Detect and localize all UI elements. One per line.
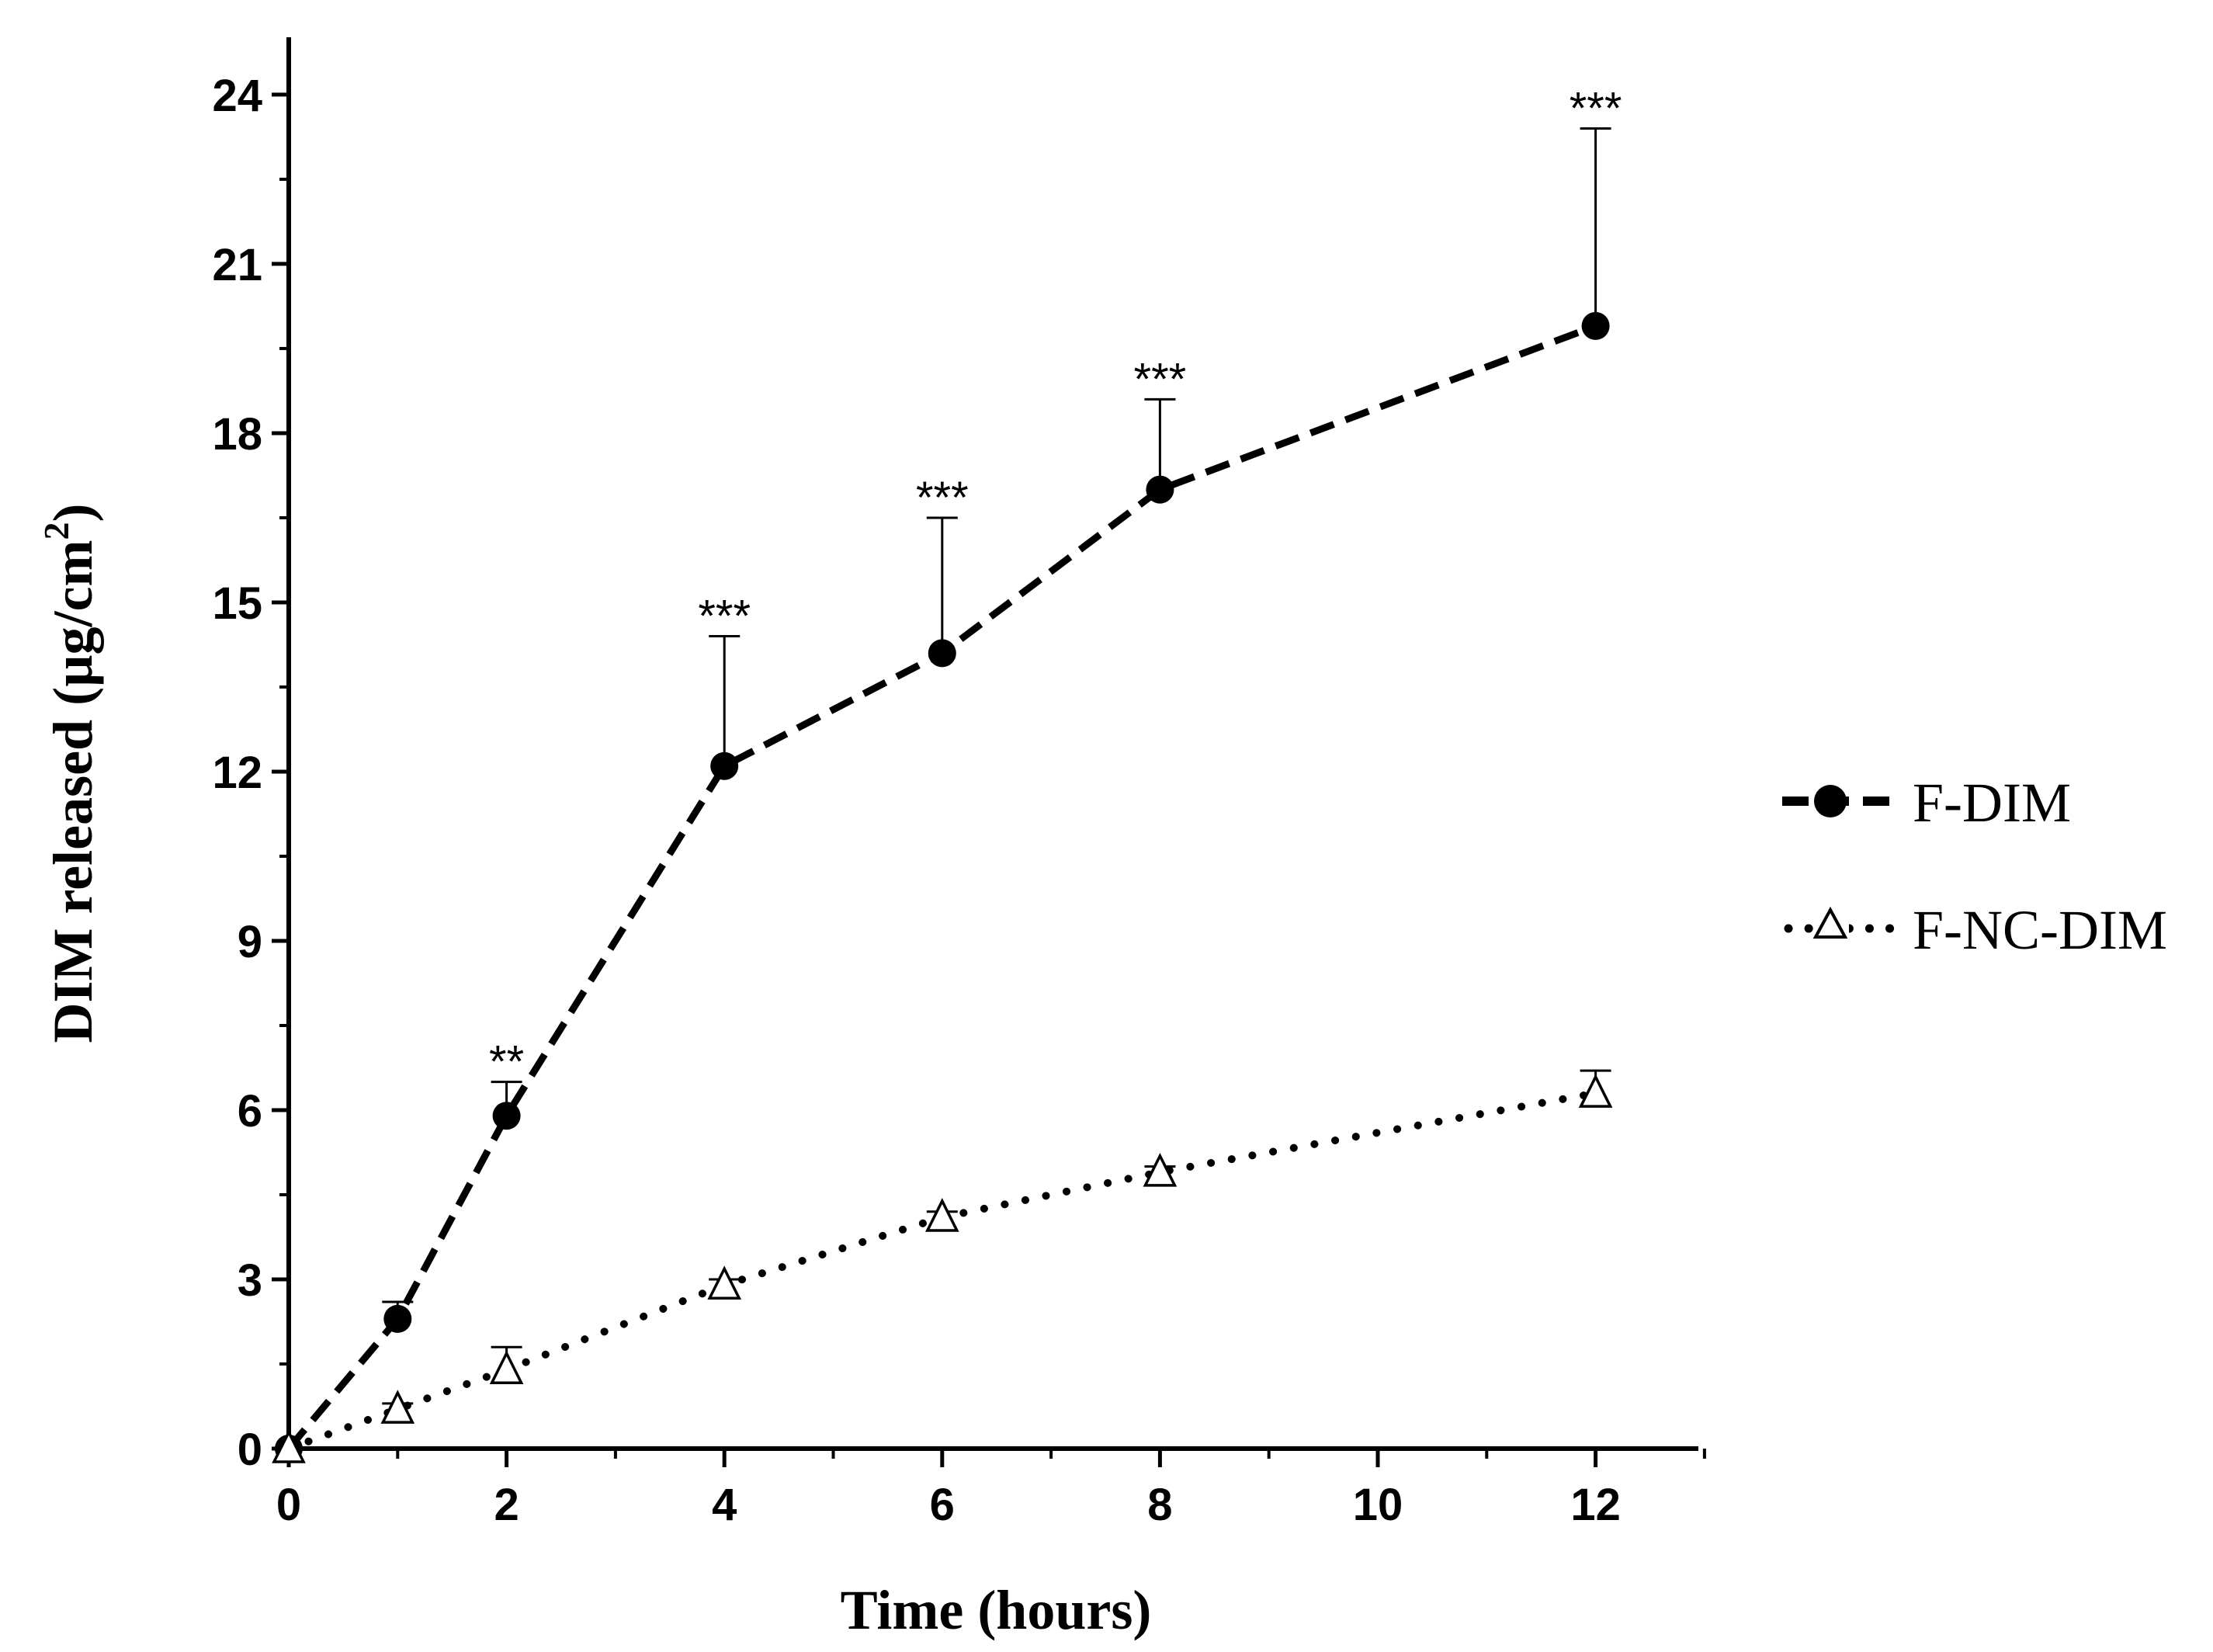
x-axis-title: Time (hours) bbox=[841, 1579, 1152, 1641]
data-point-f-nc-dim bbox=[1578, 1074, 1613, 1108]
y-tick-label: 0 bbox=[238, 1425, 262, 1475]
x-tick-label: 12 bbox=[1570, 1480, 1621, 1530]
y-tick-label: 21 bbox=[212, 240, 262, 290]
data-point-f-dim bbox=[928, 639, 956, 668]
y-tick-label: 18 bbox=[212, 409, 262, 460]
y-axis-title-main: DIM released (µg/cm bbox=[42, 540, 104, 1043]
data-point-f-nc-dim bbox=[707, 1265, 742, 1300]
y-tick-label: 9 bbox=[238, 917, 262, 967]
legend-item-f-nc-dim: F-NC-DIM bbox=[1784, 899, 2167, 961]
data-point-f-nc-dim bbox=[380, 1390, 415, 1424]
y-axis-title-close: ) bbox=[42, 504, 104, 522]
x-tick-label: 6 bbox=[930, 1480, 955, 1530]
data-point-f-nc-dim bbox=[1143, 1153, 1178, 1187]
series-layer: ************** bbox=[272, 84, 1622, 1463]
legend-item-f-dim: F-DIM bbox=[1782, 772, 2071, 834]
data-point-f-dim bbox=[710, 751, 739, 780]
x-tick-label: 0 bbox=[276, 1480, 301, 1530]
series-f-nc-dim bbox=[272, 1069, 1613, 1463]
data-point-f-dim bbox=[1146, 475, 1174, 504]
y-axis-title-superscript: 2 bbox=[36, 522, 76, 540]
legend-label-f-nc-dim: F-NC-DIM bbox=[1913, 899, 2167, 961]
legend: F-DIM F-NC-DIM bbox=[1782, 772, 2167, 961]
axes bbox=[286, 37, 1698, 1451]
significance-label: *** bbox=[1134, 354, 1187, 404]
significance-label: ** bbox=[489, 1037, 524, 1088]
legend-marker-f-dim bbox=[1814, 785, 1847, 817]
data-point-f-nc-dim bbox=[924, 1198, 959, 1232]
y-axis-title: DIM released (µg/cm2) bbox=[36, 504, 104, 1043]
x-tick-label: 2 bbox=[494, 1480, 519, 1530]
y-tick-label: 3 bbox=[238, 1255, 262, 1306]
y-tick-label: 12 bbox=[212, 748, 262, 798]
significance-label: *** bbox=[1570, 84, 1622, 134]
x-tick-label: 4 bbox=[712, 1480, 737, 1530]
series-f-dim: ************** bbox=[275, 84, 1622, 1463]
y-axis-ticks: 0 3 6 9 12 15 18 21 24 bbox=[212, 71, 289, 1475]
data-point-f-dim bbox=[492, 1102, 521, 1130]
data-point-f-nc-dim bbox=[272, 1429, 306, 1463]
x-axis-ticks: 0 2 4 6 8 10 12 bbox=[276, 1449, 1706, 1530]
x-tick-label: 10 bbox=[1353, 1480, 1403, 1530]
data-point-f-dim bbox=[383, 1304, 412, 1333]
legend-label-f-dim: F-DIM bbox=[1913, 772, 2071, 834]
y-tick-label: 15 bbox=[212, 578, 262, 629]
legend-marker-f-nc-dim bbox=[1812, 906, 1848, 939]
significance-label: *** bbox=[698, 592, 751, 642]
y-tick-label: 6 bbox=[238, 1086, 262, 1137]
series-line-f-nc-dim bbox=[285, 1089, 1600, 1452]
y-tick-label: 24 bbox=[212, 71, 262, 121]
significance-label: *** bbox=[916, 473, 969, 523]
data-point-f-dim bbox=[1581, 311, 1610, 340]
data-point-f-nc-dim bbox=[489, 1350, 524, 1385]
x-tick-label: 8 bbox=[1147, 1480, 1172, 1530]
